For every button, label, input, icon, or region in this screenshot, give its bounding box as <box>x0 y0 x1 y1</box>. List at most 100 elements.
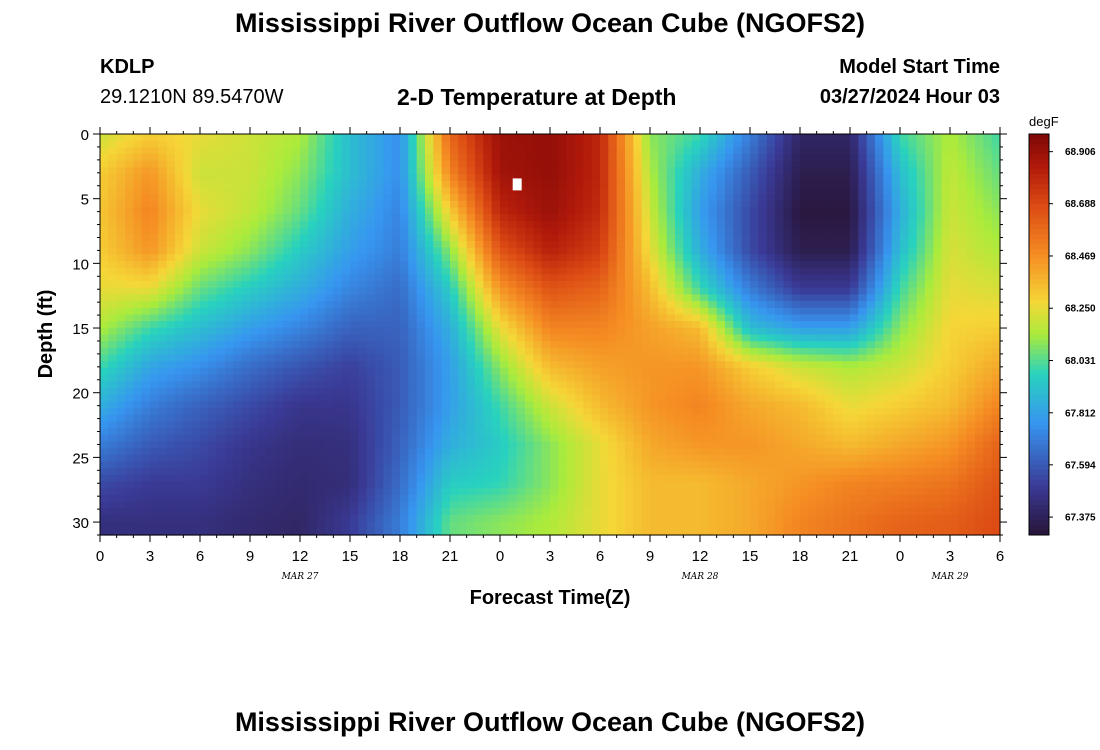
heatmap-cell <box>550 488 559 496</box>
heatmap-cell <box>783 387 793 396</box>
heatmap-cell <box>433 134 443 142</box>
heatmap-cell <box>708 494 718 503</box>
heatmap-cell <box>508 147 518 155</box>
heatmap-cell <box>716 408 726 416</box>
heatmap-cell <box>308 394 318 402</box>
heatmap-cell <box>616 160 626 169</box>
heatmap-cell <box>291 474 301 483</box>
heatmap-cell <box>408 281 418 289</box>
heatmap-cell <box>108 341 118 349</box>
heatmap-cell <box>341 260 351 269</box>
heatmap-cell <box>533 468 543 476</box>
heatmap-cell <box>241 134 251 142</box>
heatmap-cell <box>233 314 243 322</box>
heatmap-cell <box>533 140 543 148</box>
heatmap-cell <box>158 214 168 222</box>
heatmap-cell <box>508 187 518 195</box>
heatmap-cell <box>616 521 626 529</box>
heatmap-cell <box>783 461 793 469</box>
heatmap-cell <box>116 387 126 396</box>
heatmap-cell <box>700 367 709 376</box>
heatmap-cell <box>133 441 143 449</box>
heatmap-cell <box>208 274 218 282</box>
heatmap-cell <box>375 327 384 336</box>
heatmap-cell <box>366 468 376 476</box>
heatmap-cell <box>466 214 476 222</box>
heatmap-cell <box>600 134 609 142</box>
heatmap-cell <box>466 140 476 148</box>
heatmap-cell <box>700 361 709 369</box>
heatmap-cell <box>500 240 509 249</box>
heatmap-cell <box>450 521 459 529</box>
heatmap-cell <box>650 334 659 342</box>
heatmap-cell <box>750 441 759 449</box>
heatmap-cell <box>216 180 226 189</box>
heatmap-cell <box>416 414 426 422</box>
heatmap-cell <box>708 260 718 269</box>
heatmap-cell <box>616 514 626 523</box>
heatmap-cell <box>691 134 701 142</box>
heatmap-cell <box>383 387 393 396</box>
heatmap-cell <box>641 147 651 155</box>
heatmap-cell <box>266 401 276 409</box>
heatmap-cell <box>608 287 618 295</box>
heatmap-cell <box>475 234 484 242</box>
heatmap-cell <box>333 200 343 209</box>
heatmap-cell <box>291 521 301 529</box>
heatmap-cell <box>533 240 543 249</box>
heatmap-cell <box>483 361 493 369</box>
heatmap-cell <box>450 287 459 295</box>
heatmap-cell <box>275 281 284 289</box>
heatmap-cell <box>125 307 134 316</box>
heatmap-cell <box>366 187 376 195</box>
heatmap-cell <box>291 227 301 235</box>
heatmap-cell <box>425 321 434 329</box>
heatmap-cell <box>425 247 434 255</box>
heatmap-cell <box>533 514 543 523</box>
heatmap-cell <box>158 474 168 483</box>
heatmap-cell <box>475 134 484 142</box>
heatmap-cell <box>191 274 201 282</box>
heatmap-cell <box>291 341 301 349</box>
heatmap-cell <box>525 294 534 302</box>
heatmap-cell <box>225 247 234 255</box>
heatmap-cell <box>458 468 468 476</box>
heatmap-cell <box>550 274 559 282</box>
heatmap-cell <box>483 481 493 489</box>
heatmap-cell <box>350 154 359 162</box>
heatmap-cell <box>233 514 243 523</box>
heatmap-cell <box>758 307 768 316</box>
heatmap-cell <box>316 454 326 463</box>
heatmap-cell <box>233 247 243 255</box>
heatmap-cell <box>416 154 426 162</box>
heatmap-cell <box>425 521 434 529</box>
heatmap-cell <box>125 434 134 443</box>
heatmap-cell <box>291 247 301 255</box>
heatmap-cell <box>716 381 726 389</box>
heatmap-cell <box>358 354 368 362</box>
heatmap-cell <box>508 408 518 416</box>
heatmap-cell <box>100 394 109 402</box>
heatmap-cell <box>275 140 284 148</box>
heatmap-cell <box>391 147 401 155</box>
heatmap-cell <box>150 260 159 269</box>
heatmap-cell <box>133 367 143 376</box>
heatmap-cell <box>116 167 126 175</box>
heatmap-cell <box>775 461 784 469</box>
heatmap-cell <box>708 247 718 255</box>
heatmap-cell <box>183 194 193 202</box>
heatmap-cell <box>766 254 776 262</box>
heatmap-cell <box>158 468 168 476</box>
heatmap-cell <box>108 267 118 275</box>
heatmap-cell <box>666 528 676 536</box>
heatmap-cell <box>775 294 784 302</box>
heatmap-cell <box>475 321 484 329</box>
heatmap-cell <box>208 488 218 496</box>
heatmap-cell <box>191 134 201 142</box>
heatmap-cell <box>416 468 426 476</box>
heatmap-cell <box>275 247 284 255</box>
heatmap-cell <box>450 414 459 422</box>
heatmap-cell <box>108 147 118 155</box>
heatmap-cell <box>450 501 459 509</box>
heatmap-cell <box>750 140 759 148</box>
